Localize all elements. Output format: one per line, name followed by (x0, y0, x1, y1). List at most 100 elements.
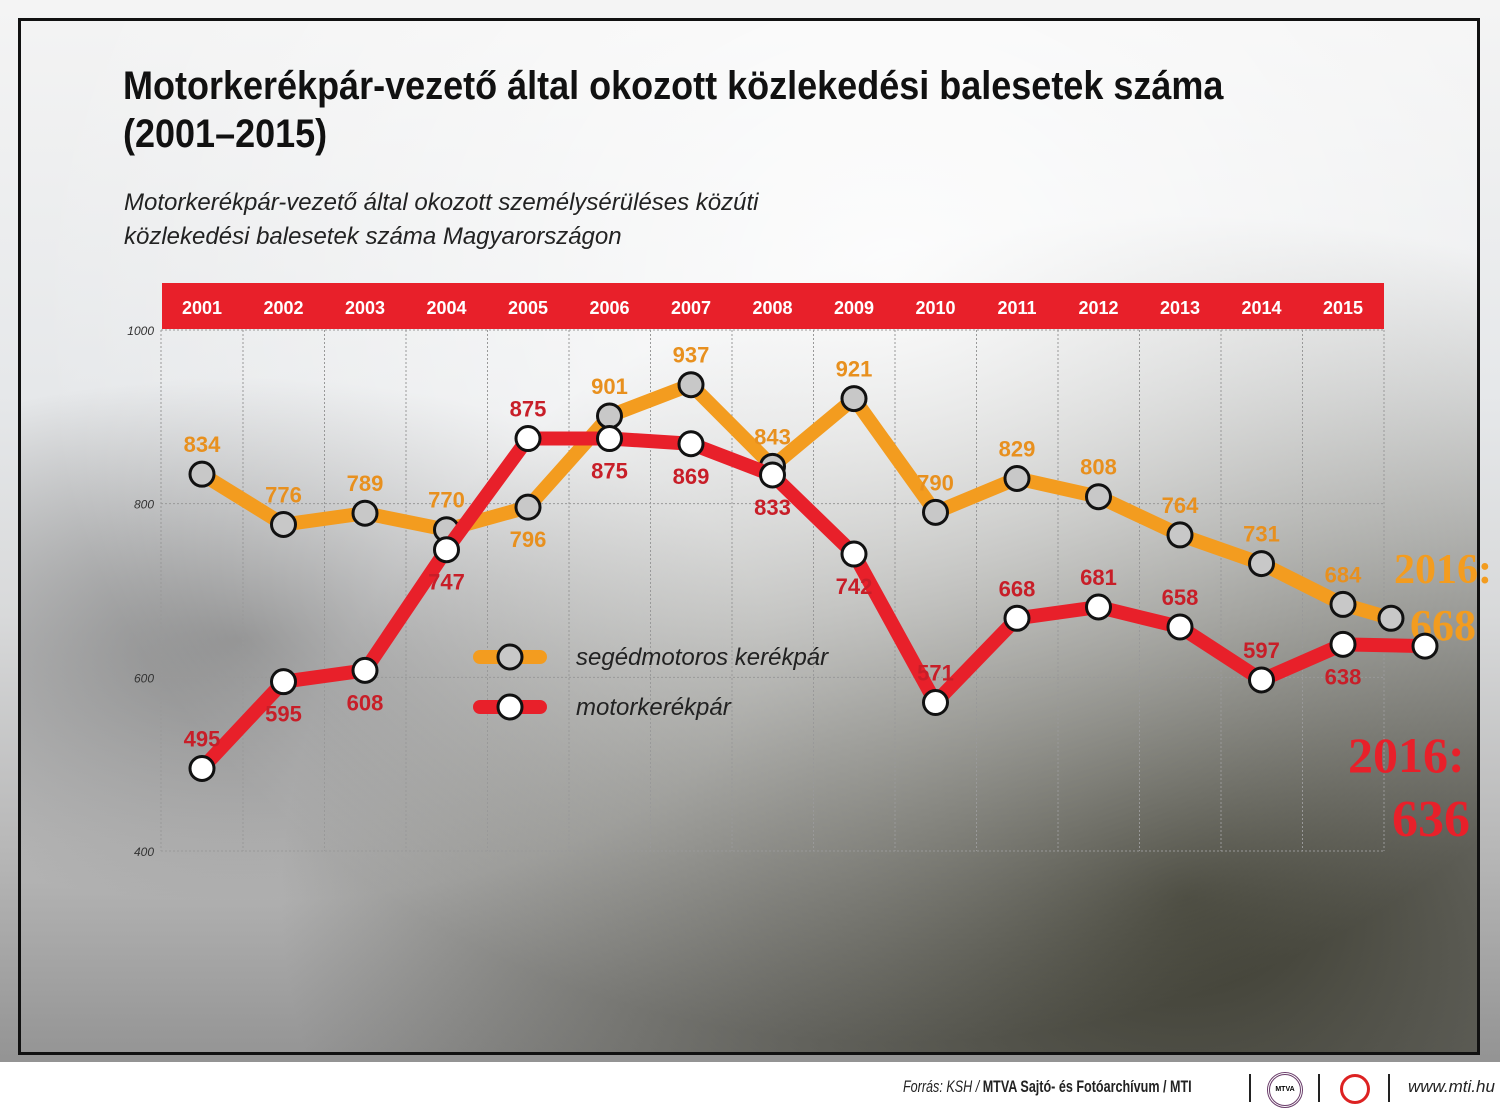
data-label: 834 (184, 432, 221, 457)
data-point (351, 499, 379, 527)
x-tick-label: 2006 (589, 298, 629, 318)
source-text: Forrás: KSH / MTVA Sajtó- és Fotóarchívu… (903, 1077, 1192, 1097)
x-tick-label: 2011 (997, 298, 1036, 318)
data-point (1411, 632, 1439, 660)
data-point (1248, 666, 1275, 694)
data-point (1003, 464, 1031, 492)
data-point (840, 385, 868, 413)
data-point (1329, 630, 1357, 658)
data-label: 875 (510, 397, 547, 422)
data-label: 829 (999, 436, 1036, 461)
data-point (1003, 604, 1031, 632)
data-label: 790 (917, 470, 954, 495)
chart-subtitle: Motorkerékpár-vezető által okozott szemé… (124, 186, 759, 254)
source-bold: MTVA Sajtó- és Fotóarchívum / MTI (982, 1077, 1192, 1096)
chart-title: Motorkerékpár-vezető által okozott közle… (123, 62, 1223, 158)
legend-marker (496, 643, 524, 671)
x-tick-label: 2015 (1323, 298, 1363, 318)
website-url: www.mti.hu (1408, 1077, 1495, 1096)
data-label: 789 (347, 471, 384, 496)
data-point (1166, 521, 1194, 549)
y-tick-label: 1000 (127, 324, 154, 338)
mtva-logo: MTVA (1267, 1072, 1303, 1108)
data-label: 808 (1080, 455, 1117, 480)
data-label: 495 (184, 727, 221, 752)
mti-logo-icon (1340, 1074, 1370, 1104)
year-header-bar (162, 283, 1384, 329)
data-point (677, 371, 705, 399)
x-tick-label: 2013 (1160, 298, 1200, 318)
data-point (922, 498, 949, 526)
data-point (759, 461, 786, 489)
data-point (596, 402, 623, 430)
data-label: 796 (510, 527, 547, 552)
data-point (1329, 590, 1357, 618)
data-label: 668 (999, 576, 1036, 601)
data-label: 770 (428, 488, 465, 513)
data-label: 921 (836, 357, 873, 382)
legend-label: motorkerékpár (576, 694, 732, 721)
data-label: 776 (265, 483, 302, 508)
data-label: 608 (347, 690, 384, 715)
data-point (1085, 593, 1112, 621)
x-tick-label: 2010 (915, 298, 955, 318)
data-point (1377, 604, 1405, 632)
title-line-2: (2001–2015) (123, 112, 328, 156)
data-label: 937 (673, 343, 710, 368)
data-point (514, 493, 542, 521)
source-prefix: Forrás: KSH / (903, 1077, 983, 1096)
data-label: 595 (265, 702, 302, 727)
x-tick-label: 2014 (1241, 298, 1281, 318)
x-tick-label: 2005 (508, 298, 548, 318)
series-line-moped (195, 377, 1398, 626)
data-point (188, 460, 216, 488)
x-tick-label: 2007 (671, 298, 711, 318)
x-tick-label: 2002 (263, 298, 303, 318)
legend-marker (496, 693, 524, 721)
x-tick-label: 2009 (834, 298, 874, 318)
data-point (188, 755, 216, 783)
legend-label: segédmotoros kerékpár (576, 644, 829, 671)
data-label: 597 (1243, 638, 1280, 663)
x-tick-label: 2004 (426, 298, 466, 318)
title-line-1: Motorkerékpár-vezető által okozott közle… (123, 64, 1224, 108)
data-label: 764 (1162, 493, 1199, 518)
divider (1249, 1074, 1251, 1102)
annotation-2016-label: 2016: (1394, 547, 1492, 593)
data-point (433, 536, 460, 564)
data-label: 731 (1243, 522, 1280, 547)
y-tick-label: 600 (134, 671, 154, 685)
data-label: 875 (591, 459, 628, 484)
data-point (270, 511, 297, 539)
subtitle-line-1: Motorkerékpár-vezető által okozott szemé… (124, 189, 759, 216)
data-label: 833 (754, 495, 791, 520)
chart-frame (18, 18, 1480, 1055)
subtitle-line-2: közlekedési balesetek száma Magyarország… (124, 223, 622, 250)
data-label: 684 (1325, 562, 1362, 587)
data-point (270, 668, 297, 696)
y-tick-label: 400 (134, 845, 154, 859)
data-label: 869 (673, 464, 710, 489)
data-label: 742 (836, 574, 873, 599)
data-point (1166, 613, 1194, 641)
x-tick-label: 2012 (1078, 298, 1118, 318)
series-line-motorcycle (195, 431, 1432, 776)
x-tick-label: 2003 (345, 298, 385, 318)
data-point (677, 430, 705, 458)
data-label: 571 (917, 661, 954, 686)
data-label: 638 (1325, 664, 1362, 689)
y-tick-label: 800 (134, 498, 154, 512)
data-label: 901 (591, 374, 628, 399)
data-point (840, 540, 868, 568)
data-point (596, 425, 623, 453)
divider (1318, 1074, 1320, 1102)
divider (1388, 1074, 1390, 1102)
data-point (351, 656, 379, 684)
data-label: 843 (754, 424, 791, 449)
data-point (1085, 483, 1112, 511)
data-point (922, 689, 949, 717)
data-label: 658 (1162, 585, 1199, 610)
x-tick-label: 2008 (752, 298, 792, 318)
